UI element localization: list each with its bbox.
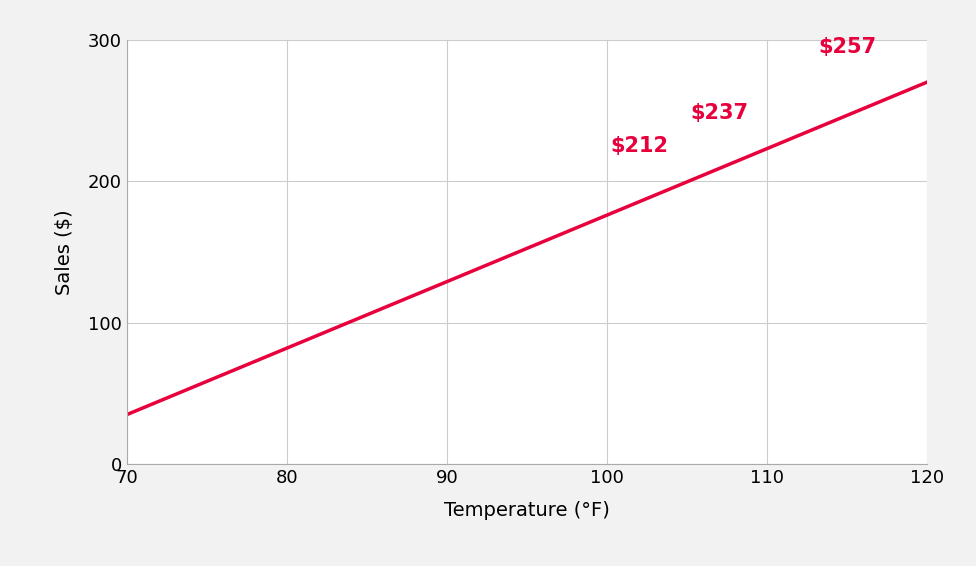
Text: $212: $212 bbox=[610, 136, 669, 156]
X-axis label: Temperature (°F): Temperature (°F) bbox=[444, 501, 610, 520]
Text: $237: $237 bbox=[690, 103, 749, 123]
Text: $257: $257 bbox=[818, 37, 876, 57]
Y-axis label: Sales ($): Sales ($) bbox=[55, 209, 74, 295]
